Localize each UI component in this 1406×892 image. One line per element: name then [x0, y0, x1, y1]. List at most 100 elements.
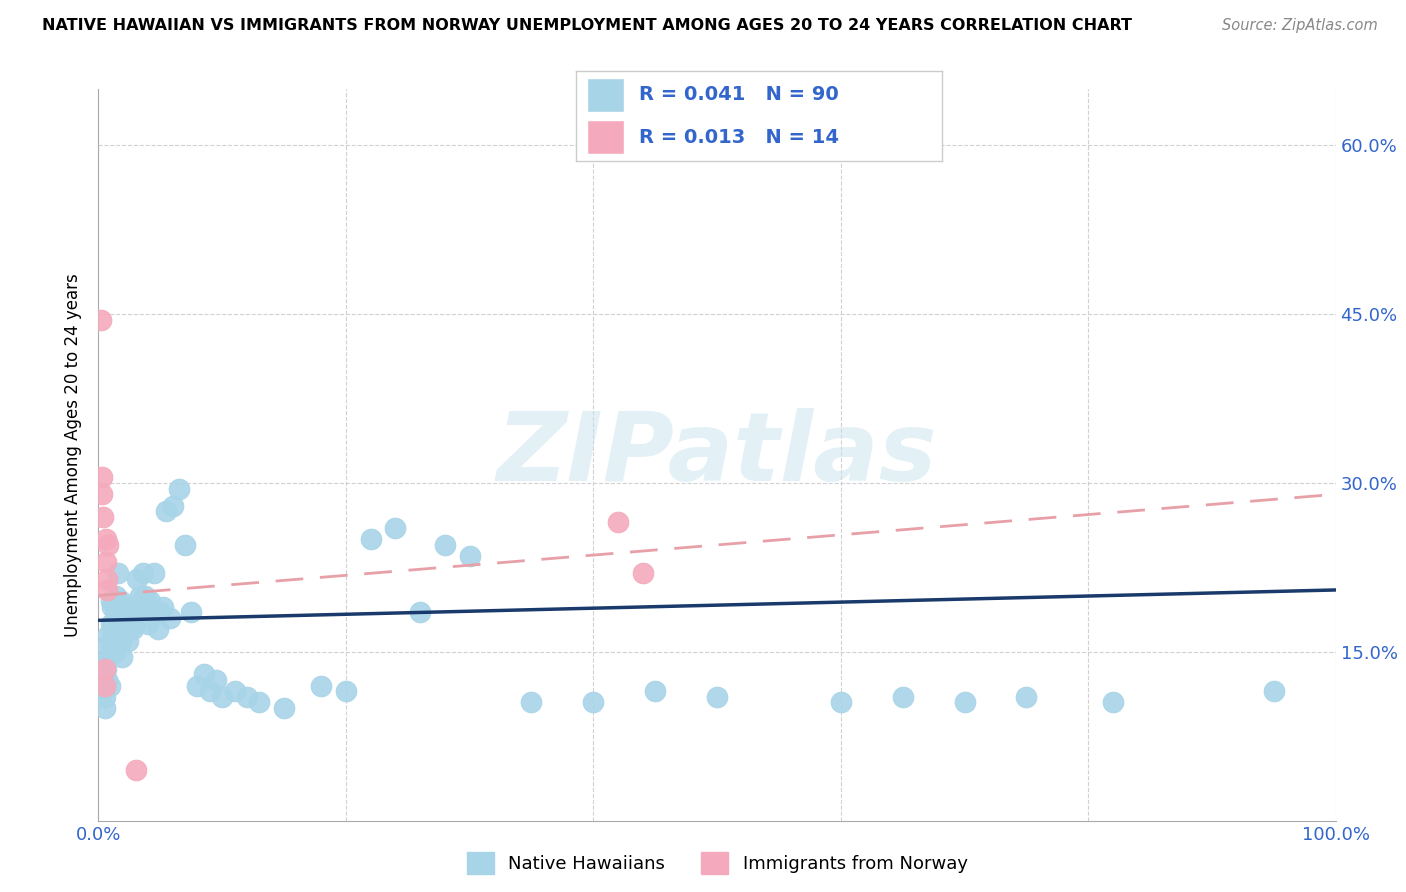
Point — [105, 606, 128, 620]
Point — [91, 679, 114, 693]
Point — [205, 673, 228, 687]
Point — [953, 696, 976, 710]
Point — [96, 582, 118, 597]
Point — [110, 633, 132, 648]
Point — [631, 566, 654, 580]
Point — [134, 589, 156, 603]
Point — [111, 650, 134, 665]
Point — [433, 538, 456, 552]
Point — [458, 549, 481, 564]
Point — [273, 701, 295, 715]
Point — [93, 679, 115, 693]
Point — [128, 606, 150, 620]
Point — [582, 696, 605, 710]
Point — [134, 606, 156, 620]
Point — [94, 662, 117, 676]
Point — [93, 656, 115, 670]
Point — [104, 606, 127, 620]
Point — [118, 611, 141, 625]
Point — [138, 599, 160, 614]
Point — [97, 650, 120, 665]
Point — [90, 313, 112, 327]
Point — [100, 594, 122, 608]
FancyBboxPatch shape — [588, 120, 624, 154]
Point — [93, 509, 115, 524]
Text: R = 0.041   N = 90: R = 0.041 N = 90 — [638, 85, 838, 104]
Point — [409, 606, 432, 620]
Point — [122, 623, 145, 637]
Point — [198, 684, 221, 698]
Point — [162, 499, 184, 513]
Legend: Native Hawaiians, Immigrants from Norway: Native Hawaiians, Immigrants from Norway — [460, 845, 974, 881]
Point — [96, 572, 118, 586]
Point — [103, 616, 125, 631]
Text: NATIVE HAWAIIAN VS IMMIGRANTS FROM NORWAY UNEMPLOYMENT AMONG AGES 20 TO 24 YEARS: NATIVE HAWAIIAN VS IMMIGRANTS FROM NORWA… — [42, 18, 1132, 33]
Point — [159, 611, 181, 625]
Point — [107, 616, 129, 631]
Point — [193, 667, 215, 681]
Point — [114, 599, 136, 614]
Point — [105, 623, 128, 637]
Point — [335, 684, 357, 698]
Y-axis label: Unemployment Among Ages 20 to 24 years: Unemployment Among Ages 20 to 24 years — [65, 273, 83, 637]
Point — [101, 633, 124, 648]
Point — [309, 679, 332, 693]
Point — [149, 606, 172, 620]
Point — [94, 555, 117, 569]
Point — [167, 482, 190, 496]
Point — [96, 639, 118, 653]
Point — [174, 538, 197, 552]
Point — [115, 616, 138, 631]
Point — [224, 684, 246, 698]
Point — [247, 696, 270, 710]
Point — [91, 470, 114, 484]
Point — [120, 616, 142, 631]
Point — [91, 487, 114, 501]
Point — [103, 645, 125, 659]
Point — [96, 673, 118, 687]
Point — [520, 696, 543, 710]
Point — [143, 566, 166, 580]
Point — [236, 690, 259, 704]
Point — [644, 684, 666, 698]
Point — [124, 616, 146, 631]
Point — [607, 516, 630, 530]
Point — [94, 533, 117, 547]
Point — [104, 589, 127, 603]
Point — [132, 566, 155, 580]
Point — [139, 594, 162, 608]
Text: R = 0.013   N = 14: R = 0.013 N = 14 — [638, 128, 838, 147]
Point — [129, 589, 152, 603]
Text: Source: ZipAtlas.com: Source: ZipAtlas.com — [1222, 18, 1378, 33]
Point — [211, 690, 233, 704]
Point — [93, 690, 115, 704]
FancyBboxPatch shape — [588, 78, 624, 112]
Point — [131, 594, 153, 608]
Point — [101, 599, 124, 614]
Point — [186, 679, 208, 693]
Point — [1263, 684, 1285, 698]
Point — [91, 667, 114, 681]
Point — [891, 690, 914, 704]
Point — [127, 599, 149, 614]
Point — [384, 521, 406, 535]
Text: ZIPatlas: ZIPatlas — [496, 409, 938, 501]
Point — [146, 623, 169, 637]
Point — [1015, 690, 1038, 704]
Point — [360, 533, 382, 547]
Point — [180, 606, 202, 620]
Point — [142, 606, 165, 620]
Point — [112, 616, 135, 631]
Point — [93, 662, 115, 676]
Point — [155, 504, 177, 518]
Point — [121, 606, 143, 620]
Point — [100, 639, 122, 653]
Point — [108, 639, 131, 653]
Point — [98, 679, 121, 693]
Point — [100, 616, 122, 631]
Point — [125, 572, 148, 586]
Point — [93, 701, 115, 715]
Point — [107, 566, 129, 580]
Point — [1102, 696, 1125, 710]
Point — [830, 696, 852, 710]
